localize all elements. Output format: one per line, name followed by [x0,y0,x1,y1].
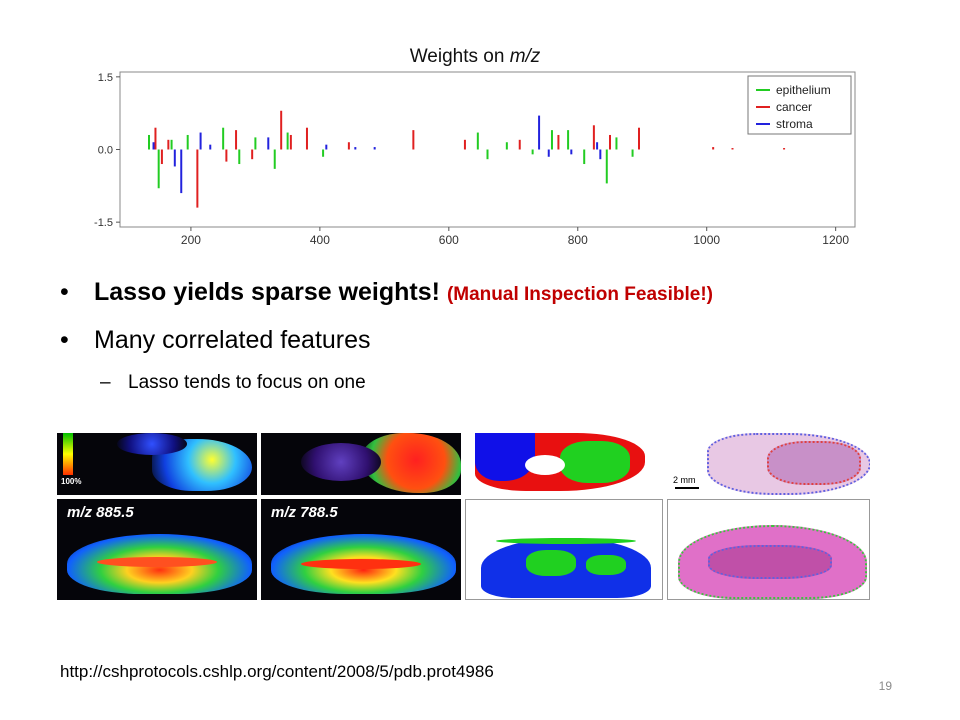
x-tick-label: 1000 [693,233,720,247]
ms-image-788: m/z 788.5 [261,499,461,600]
x-tick-label: 400 [310,233,330,247]
sub-bullet-text: Lasso tends to focus on one [128,372,366,393]
ms-image-top-1: 100% [57,433,257,495]
legend-label: epithelium [776,83,831,97]
y-tick-label: 0.0 [98,145,113,157]
scale-percent-label: 100% [61,477,82,486]
sub-bullet: – Lasso tends to focus on one [100,372,366,394]
x-tick-label: 200 [181,233,201,247]
source-url: http://cshprotocols.cshlp.org/content/20… [60,662,494,681]
x-tick-label: 600 [439,233,459,247]
legend-label: stroma [776,117,813,131]
class-map-bottom [465,499,663,600]
x-tick-label: 1200 [822,233,849,247]
scale-bar-label: 2 mm [673,475,696,485]
ms-image-885: m/z 885.5 [57,499,257,600]
bullet-2: • Many correlated features [60,326,371,355]
bullet-2-text: Many correlated features [94,326,371,354]
class-map-top [465,433,663,495]
bullet-1: • Lasso yields sparse weights! (Manual In… [60,278,713,307]
chart-legend: epithelium cancer stroma [747,75,852,135]
y-tick-label: 1.5 [98,72,113,84]
ms-image-top-2 [261,433,461,495]
mz-label-885: m/z 885.5 [67,504,134,521]
histology-bottom [667,499,870,600]
mz-label-788: m/z 788.5 [271,504,338,521]
histology-top: 2 mm [667,433,870,495]
bullet-dot: • [60,326,69,354]
bullet-1-note: (Manual Inspection Feasible!) [446,284,713,305]
bullet-dot: • [60,278,69,306]
legend-label: cancer [776,100,812,114]
page-number: 19 [878,679,892,693]
sub-bullet-dash: – [100,372,111,393]
scale-bar [675,487,699,489]
y-tick-label: -1.5 [94,217,113,229]
bullet-1-text: Lasso yields sparse weights! [94,278,440,306]
chart-title: Weights on m/z [410,46,541,67]
weights-chart: Weights on m/z 1.5 0.0 -1.5 200 400 600 800 10… [94,46,856,247]
x-tick-label: 800 [568,233,588,247]
